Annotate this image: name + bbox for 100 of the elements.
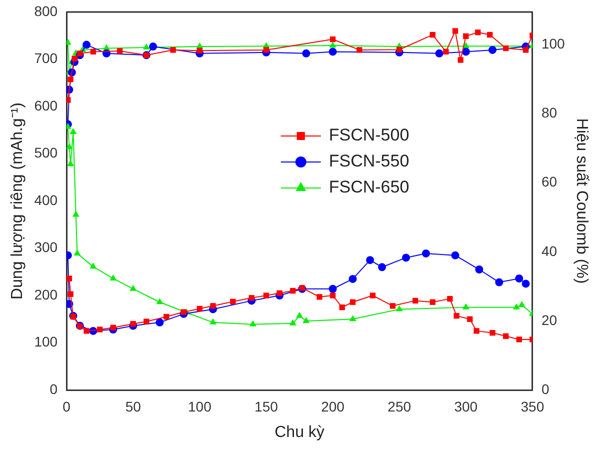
x-tick-label: 250 xyxy=(388,398,412,414)
y2-tick-label: 20 xyxy=(541,312,558,328)
point xyxy=(454,312,460,319)
point xyxy=(74,249,81,256)
point xyxy=(156,298,164,304)
point xyxy=(370,292,376,298)
legend-label: FSCN-650 xyxy=(328,178,410,197)
point xyxy=(522,47,529,53)
point xyxy=(68,291,74,297)
point xyxy=(290,288,296,294)
point xyxy=(474,328,480,334)
y-tick-label: 300 xyxy=(34,239,58,256)
point xyxy=(518,300,526,307)
point xyxy=(329,41,336,48)
point xyxy=(302,49,310,58)
point xyxy=(156,318,164,326)
point xyxy=(328,284,337,293)
point xyxy=(164,314,170,320)
point xyxy=(230,298,236,304)
point xyxy=(452,28,458,34)
point xyxy=(70,128,77,134)
point xyxy=(66,143,73,150)
point xyxy=(90,262,97,269)
point xyxy=(443,48,449,55)
x-tick-label: 300 xyxy=(454,398,478,414)
y2-tick-label: 80 xyxy=(541,104,558,121)
y-axis-title: Dung lượng riêng (mAh.g⁻¹) xyxy=(9,102,26,300)
point xyxy=(210,303,216,309)
point xyxy=(263,292,270,298)
point xyxy=(402,254,410,262)
point xyxy=(110,274,117,280)
point xyxy=(463,33,469,39)
point xyxy=(249,320,256,326)
point xyxy=(475,266,484,274)
y2-tick-label: 40 xyxy=(541,242,558,259)
point xyxy=(451,251,460,260)
y2-tick-label: 0 xyxy=(541,380,550,397)
point xyxy=(170,47,176,53)
point xyxy=(467,316,473,322)
point xyxy=(430,32,436,38)
y-tick-label: 400 xyxy=(34,192,58,208)
y-tick-label: 500 xyxy=(34,144,58,161)
y2-tick-label: 60 xyxy=(541,174,558,190)
point xyxy=(77,50,83,56)
point xyxy=(180,309,187,315)
point xyxy=(330,36,336,42)
point xyxy=(110,324,116,330)
point xyxy=(196,306,202,312)
point xyxy=(116,48,123,54)
point xyxy=(396,305,403,312)
point xyxy=(488,46,497,54)
point xyxy=(316,294,322,300)
point xyxy=(458,57,464,63)
point xyxy=(487,32,493,38)
y-tick-label: 700 xyxy=(34,50,58,66)
point xyxy=(302,317,310,324)
point xyxy=(422,249,430,258)
point xyxy=(366,256,374,264)
point xyxy=(144,318,150,324)
point xyxy=(348,274,357,283)
legend-label: FSCN-550 xyxy=(328,152,410,171)
x-tick-label: 50 xyxy=(125,398,142,414)
point xyxy=(72,56,78,62)
y-tick-label: 600 xyxy=(34,97,58,114)
x-tick-label: 350 xyxy=(520,398,544,414)
point xyxy=(149,42,158,51)
point xyxy=(495,278,504,286)
point xyxy=(502,45,509,52)
point xyxy=(522,280,530,288)
legend-label: FSCN-500 xyxy=(328,126,410,145)
point xyxy=(130,321,136,327)
point xyxy=(430,299,436,305)
y-tick-label: 200 xyxy=(34,286,58,302)
point xyxy=(356,47,362,53)
y-tick-label: 100 xyxy=(34,334,58,350)
point xyxy=(276,290,282,296)
point xyxy=(462,303,470,310)
point xyxy=(196,48,202,54)
point xyxy=(66,276,72,282)
point xyxy=(515,274,524,282)
y-tick-label: 800 xyxy=(34,2,58,19)
x-tick-label: 100 xyxy=(188,398,212,414)
y2-axis-title: Hiệu suất Coulomb (%) xyxy=(572,118,590,284)
x-tick-label: 0 xyxy=(62,398,71,414)
point xyxy=(67,160,74,166)
point xyxy=(68,76,74,82)
point xyxy=(142,44,150,50)
y2-tick-label: 100 xyxy=(541,36,566,52)
point xyxy=(97,326,103,332)
x-tick-label: 200 xyxy=(321,398,345,414)
point xyxy=(350,299,356,305)
point xyxy=(349,315,356,322)
point xyxy=(66,97,71,103)
point xyxy=(513,303,520,310)
point xyxy=(248,295,254,301)
y-tick-label: 0 xyxy=(50,380,58,397)
point xyxy=(502,333,509,339)
point xyxy=(82,40,91,49)
point xyxy=(289,319,296,326)
point xyxy=(330,292,336,298)
